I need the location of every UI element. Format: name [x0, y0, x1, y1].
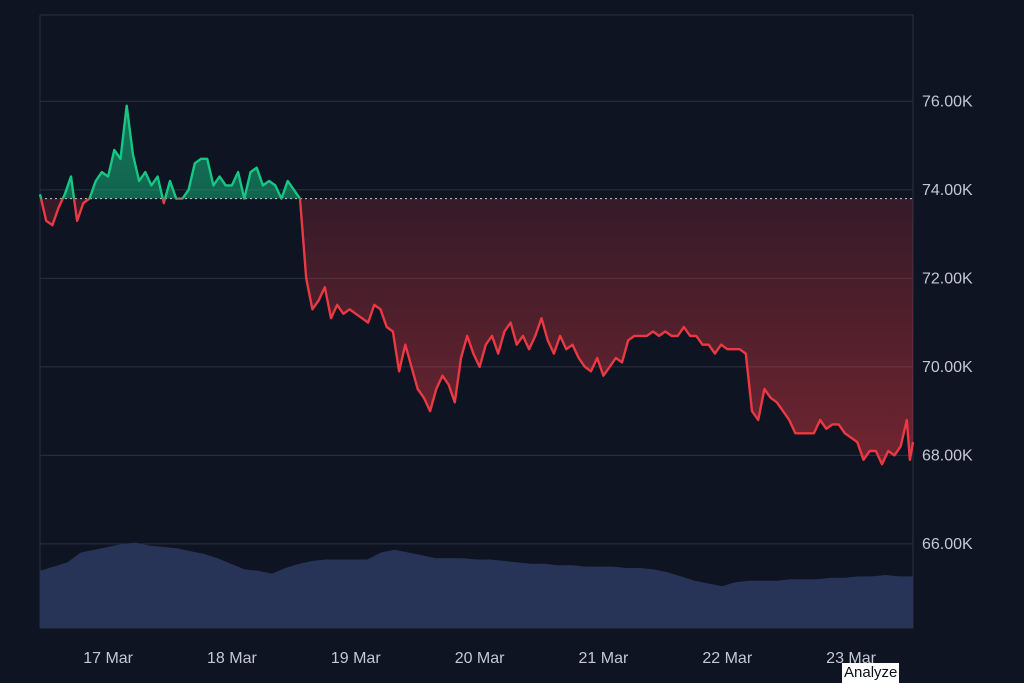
y-tick-label: 76.00K [922, 93, 973, 110]
price-line [38, 104, 915, 466]
x-tick-label: 20 Mar [455, 650, 505, 667]
x-tick-label: 22 Mar [702, 650, 752, 667]
x-tick-label: 18 Mar [207, 650, 257, 667]
y-axis-labels: 76.00K 74.00K 72.00K 70.00K 68.00K 66.00K [922, 93, 973, 553]
x-tick-label: 17 Mar [83, 650, 133, 667]
volume-path [40, 542, 913, 628]
x-tick-label: 19 Mar [331, 650, 381, 667]
volume-area [40, 542, 913, 628]
y-tick-label: 68.00K [922, 447, 973, 464]
price-fill-down [40, 198, 913, 465]
x-tick-label: 21 Mar [579, 650, 629, 667]
x-tick-label: 23 Mar [826, 650, 876, 667]
price-line-up [38, 104, 302, 199]
y-tick-label: 70.00K [922, 359, 973, 376]
y-tick-label: 74.00K [922, 182, 973, 199]
y-tick-label: 72.00K [922, 270, 973, 287]
price-line-down [39, 198, 915, 466]
y-tick-label: 66.00K [922, 536, 973, 553]
x-axis-labels: 17 Mar 18 Mar 19 Mar 20 Mar 21 Mar 22 Mar 23 M… [83, 650, 876, 667]
analyze-label[interactable]: Analyze [842, 663, 900, 683]
